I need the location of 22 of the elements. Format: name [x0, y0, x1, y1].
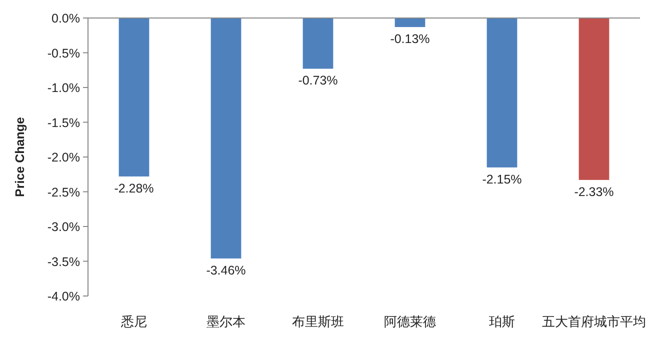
y-tick-label: -1.5%	[47, 116, 80, 130]
y-tick-label: -3.0%	[47, 220, 80, 234]
y-tick-label: -2.0%	[47, 150, 80, 164]
data-label: -0.73%	[298, 74, 338, 88]
x-tick-label: 五大首府城市平均	[542, 314, 646, 329]
y-tick-label: -1.0%	[47, 81, 80, 95]
x-tick-label: 墨尔本	[206, 314, 246, 329]
y-tick-label: -0.5%	[47, 46, 80, 60]
data-label: -2.15%	[482, 172, 522, 186]
y-tick-label: -4.0%	[47, 290, 80, 304]
y-axis-title: Price Change	[13, 117, 27, 197]
x-tick-label: 悉尼	[120, 314, 147, 329]
data-label: -2.33%	[574, 184, 614, 199]
data-label: -2.28%	[114, 181, 154, 196]
x-tick-label: 阿德莱德	[384, 314, 436, 329]
data-label: -3.46%	[206, 263, 246, 278]
y-tick-label: -3.5%	[47, 254, 80, 269]
y-tick-label: 0.0%	[52, 12, 80, 26]
x-tick-label: 布里斯班	[292, 314, 344, 329]
y-tick-label: -2.5%	[47, 185, 80, 200]
data-label: -0.13%	[390, 32, 430, 46]
x-tick-label: 珀斯	[489, 314, 515, 329]
